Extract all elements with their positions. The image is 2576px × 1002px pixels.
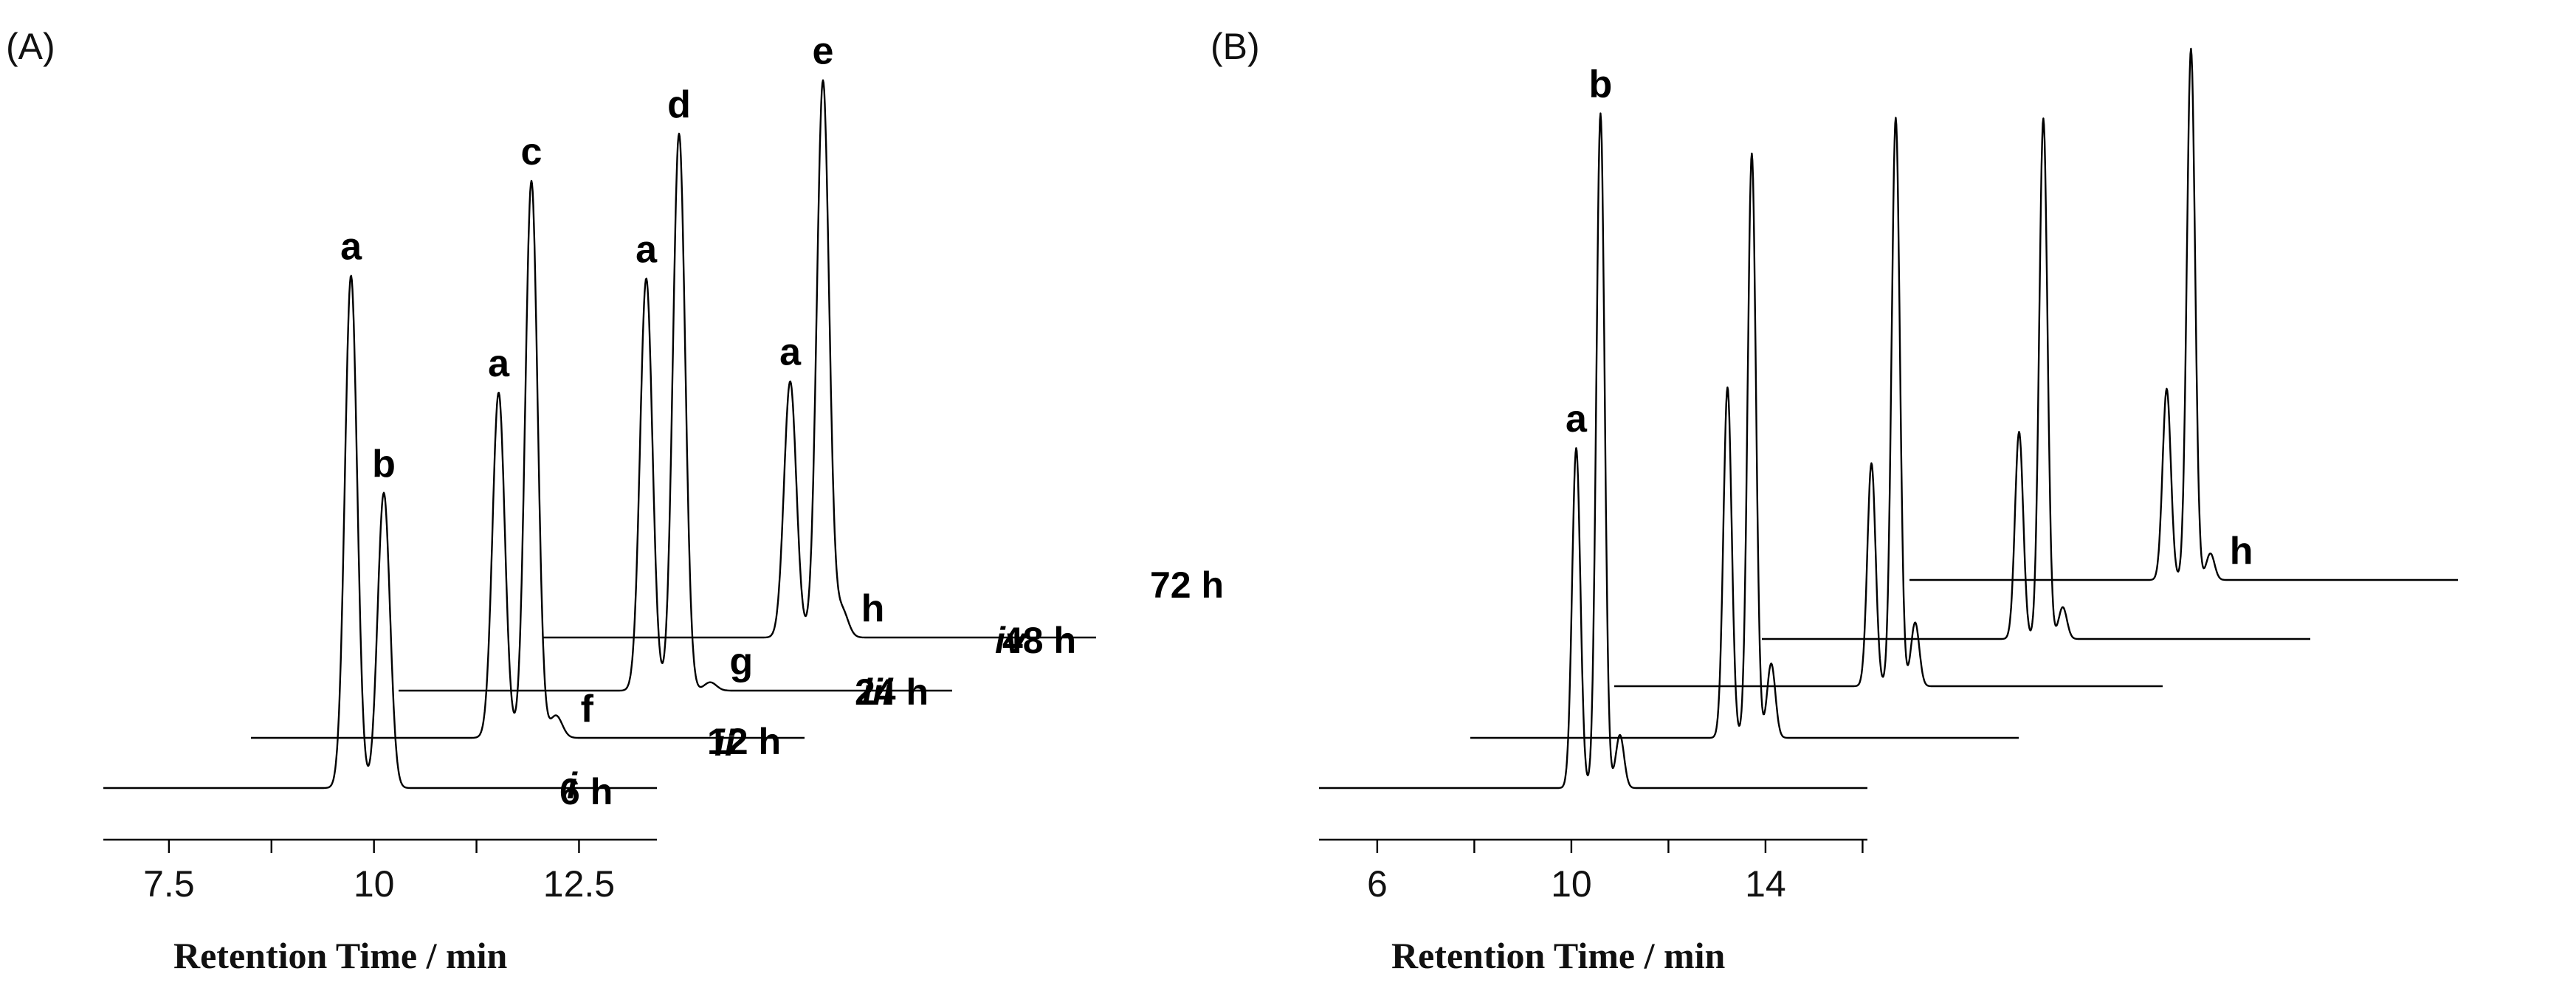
chromatogram-trace (1909, 47, 2459, 581)
trace-group: 12 h (707, 152, 2019, 762)
peak-label: d (667, 83, 691, 126)
trace-group: a c f ii (250, 131, 805, 764)
x-tick-label: 10 (354, 863, 395, 905)
trace-name-label: 12 h (707, 721, 781, 762)
x-axis-title: Retention Time / min (173, 935, 508, 976)
trace-group: a d g iii (398, 83, 953, 713)
peak-label: a (488, 342, 510, 385)
peak-label: b (1588, 63, 1612, 106)
trace-group: 48 h (1002, 117, 2311, 661)
chromatogram-trace (1761, 117, 2311, 640)
peak-label: f (581, 688, 594, 730)
trace-name-label: 48 h (1002, 620, 1076, 661)
chromatogram-trace (1470, 152, 2019, 739)
trace-name-label: ii (714, 722, 736, 764)
x-tick-label: 10 (1551, 863, 1592, 905)
peak-label: a (340, 225, 362, 268)
panel-label: (B) (1210, 26, 1260, 67)
peak-label: h (861, 587, 885, 630)
peak-label: a (779, 331, 802, 374)
peak-label: g (729, 640, 753, 683)
trace-group: a b 6 h (559, 63, 1868, 812)
chromatogram-trace (250, 179, 805, 739)
trace-group: h 72 h (1150, 47, 2459, 606)
trace-name-label: 72 h (1150, 564, 1224, 606)
peak-label: h (2230, 530, 2253, 573)
panel-label: (A) (6, 26, 55, 67)
chromatogram-trace (1614, 117, 2163, 688)
panel-b: (B) 6 10 14 Retention Time / min a b 6 h 12 h 24 … (559, 26, 2459, 976)
trace-name-label: i (567, 765, 578, 806)
x-tick-label: 6 (1367, 863, 1388, 905)
peak-label: c (521, 131, 543, 173)
trace-group: 24 h (855, 117, 2163, 713)
chromatogram-trace (103, 274, 658, 789)
peak-label: b (372, 443, 396, 486)
trace-name-label: 6 h (559, 771, 613, 812)
chromatogram-trace (398, 132, 953, 692)
x-tick-label: 12.5 (543, 863, 615, 905)
chromatogram-trace (1318, 112, 1868, 789)
panel-a: (A) 7.5 10 12.5 Retention Time / min a b i a c f ii… (6, 26, 1097, 976)
x-axis-title: Retention Time / min (1391, 935, 1726, 976)
peak-label: a (636, 228, 658, 271)
peak-label: a (1566, 398, 1588, 440)
chromatogram-trace (542, 79, 1097, 639)
trace-group: a e h iv (542, 30, 1097, 661)
trace-name-label: iv (995, 620, 1028, 661)
peak-label: e (813, 30, 834, 73)
trace-name-label: iii (862, 671, 894, 713)
x-tick-label: 14 (1745, 863, 1786, 905)
x-tick-label: 7.5 (143, 863, 195, 905)
trace-name-label: 24 h (855, 671, 929, 713)
trace-group: a b i (103, 225, 658, 806)
